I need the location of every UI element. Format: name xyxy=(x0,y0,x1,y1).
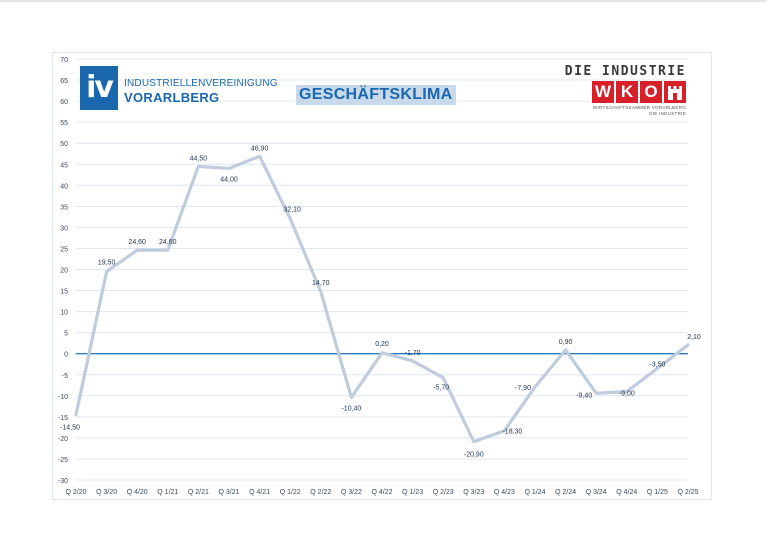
wko-industrie-logo: DIE INDUSTRIE W K O WIRTSCHAFTSKAMMER VO… xyxy=(550,64,690,120)
x-tick-label: Q 2/25 xyxy=(677,489,698,496)
x-tick-label: Q 1/25 xyxy=(647,489,668,496)
x-tick-label: Q 3/23 xyxy=(463,489,484,496)
y-tick-label: 10 xyxy=(60,310,68,317)
wko-logo-boxes: W K O xyxy=(592,81,686,103)
x-tick-label: Q 2/21 xyxy=(188,489,209,496)
data-label: 32,10 xyxy=(283,207,301,214)
iv-logo-line2: VORARLBERG xyxy=(124,90,220,105)
data-label: 44,50 xyxy=(190,155,208,162)
y-tick-label: 40 xyxy=(60,183,68,190)
data-label: 44,00 xyxy=(220,176,238,183)
data-label: 46,90 xyxy=(251,145,269,152)
y-tick-label: 55 xyxy=(60,120,68,127)
chart-title: GESCHÄFTSKLIMA xyxy=(296,85,456,105)
y-tick-label: 70 xyxy=(60,57,68,64)
y-tick-label: 60 xyxy=(60,99,68,106)
x-tick-label: Q 1/22 xyxy=(280,489,301,496)
x-tick-label: Q 1/24 xyxy=(524,489,545,496)
y-tick-label: 45 xyxy=(60,162,68,169)
data-label: 24,60 xyxy=(159,239,177,246)
wko-logo-sub2: DIE INDUSTRIE xyxy=(649,111,686,116)
iv-logo-badge: iv xyxy=(80,66,118,110)
wko-castle-icon xyxy=(664,81,686,103)
data-label: -3,50 xyxy=(649,361,665,368)
x-tick-label: Q 3/22 xyxy=(341,489,362,496)
data-label: -18,30 xyxy=(502,429,522,436)
series-line xyxy=(74,154,690,444)
data-label: 2,10 xyxy=(687,334,701,341)
y-tick-label: 20 xyxy=(60,268,68,275)
x-tick-label: Q 2/24 xyxy=(555,489,576,496)
y-tick-label: 30 xyxy=(60,225,68,232)
x-tick-label: Q 4/23 xyxy=(494,489,515,496)
data-label: -20,90 xyxy=(464,452,484,459)
data-label: -10,40 xyxy=(341,405,361,412)
wko-letter-k: K xyxy=(616,81,638,103)
data-label: -1,70 xyxy=(405,350,421,357)
chart-area xyxy=(52,52,712,500)
x-tick-label: Q 3/24 xyxy=(586,489,607,496)
data-label: 19,50 xyxy=(98,260,116,267)
wko-letter-w: W xyxy=(592,81,614,103)
x-tick-label: Q 4/21 xyxy=(249,489,270,496)
iv-logo-line1: INDUSTRIELLENVEREINIGUNG xyxy=(124,78,278,89)
x-tick-label: Q 1/21 xyxy=(157,489,178,496)
x-tick-label: Q 3/21 xyxy=(218,489,239,496)
data-label: -9,00 xyxy=(619,391,635,398)
data-label: -14,50 xyxy=(60,425,80,432)
data-label: 14,70 xyxy=(312,280,330,287)
y-tick-label: 35 xyxy=(60,204,68,211)
y-tick-label: -10 xyxy=(58,394,68,401)
y-tick-label: 25 xyxy=(60,246,68,253)
y-tick-label: 5 xyxy=(64,331,68,338)
wko-logo-sub1: WIRTSCHAFTSKAMMER VORARLBERG xyxy=(592,105,686,110)
data-label: 24,60 xyxy=(128,239,146,246)
x-tick-label: Q 1/23 xyxy=(402,489,423,496)
iv-vorarlberg-logo: iv INDUSTRIELLENVEREINIGUNG VORARLBERG xyxy=(80,66,278,112)
x-tick-label: Q 4/22 xyxy=(371,489,392,496)
data-label: -5,70 xyxy=(433,385,449,392)
y-tick-label: 50 xyxy=(60,141,68,148)
wko-letter-o: O xyxy=(640,81,662,103)
x-tick-label: Q 2/22 xyxy=(310,489,331,496)
x-tick-label: Q 3/20 xyxy=(96,489,117,496)
x-tick-label: Q 2/20 xyxy=(65,489,86,496)
y-tick-label: 15 xyxy=(60,289,68,296)
y-tick-label: -30 xyxy=(58,478,68,485)
y-tick-label: -5 xyxy=(62,373,68,380)
data-label: 0,90 xyxy=(559,339,573,346)
y-tick-label: -20 xyxy=(58,436,68,443)
data-label: -7,90 xyxy=(515,385,531,392)
x-tick-label: Q 2/23 xyxy=(433,489,454,496)
wko-logo-heading: DIE INDUSTRIE xyxy=(564,64,686,79)
y-tick-label: -15 xyxy=(58,415,68,422)
data-label: -9,40 xyxy=(576,392,592,399)
y-tick-label: 0 xyxy=(64,352,68,359)
data-label: 0,20 xyxy=(375,341,389,348)
y-tick-label: 65 xyxy=(60,78,68,85)
y-tick-label: -25 xyxy=(58,457,68,464)
x-tick-label: Q 4/20 xyxy=(127,489,148,496)
x-tick-label: Q 4/24 xyxy=(616,489,637,496)
